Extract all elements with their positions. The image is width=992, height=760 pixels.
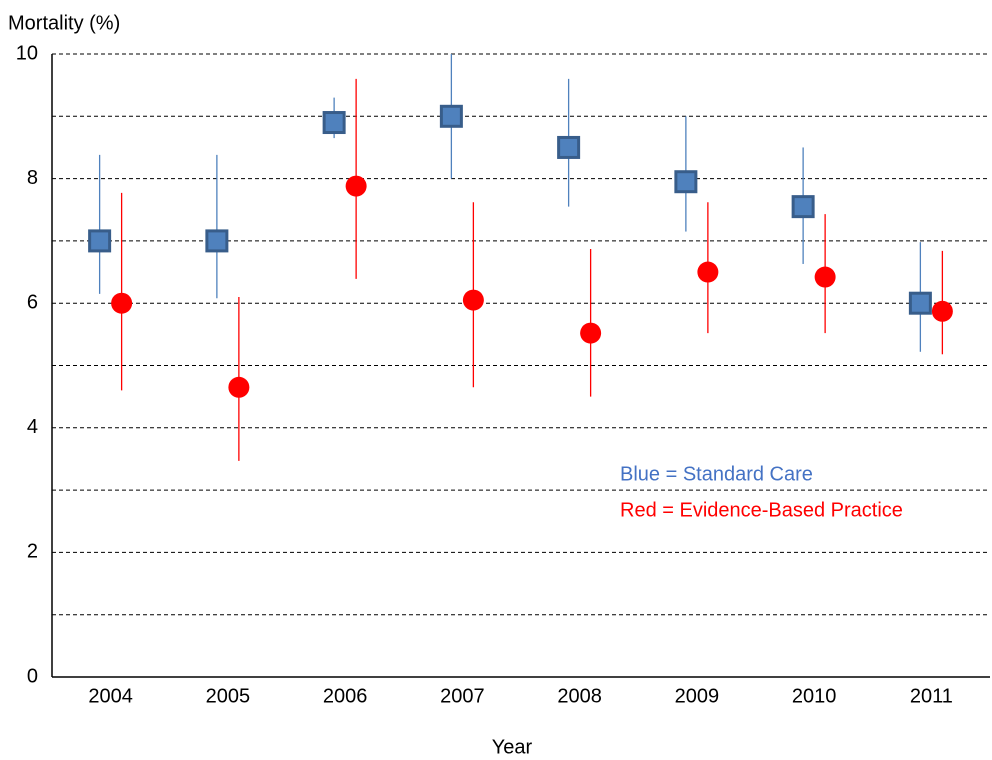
y-tick-label: 10 [16,42,38,64]
marker [88,229,112,253]
marker [557,135,581,159]
marker [205,229,229,253]
x-tick-label: 2004 [88,685,133,707]
marker [462,289,484,311]
x-tick-label: 2008 [557,685,602,707]
x-axis-label: Year [492,736,533,758]
marker [674,170,698,194]
y-axis-label: Mortality (%) [8,12,120,34]
marker [580,322,602,344]
x-tick-label: 2006 [323,685,368,707]
legend-label: Blue = Standard Care [620,463,813,485]
y-tick-label: 2 [27,541,38,563]
y-tick-label: 8 [27,167,38,189]
marker [814,266,836,288]
marker [697,261,719,283]
marker [439,104,463,128]
marker [322,111,346,135]
y-tick-label: 4 [27,416,38,438]
marker [791,195,815,219]
marker [345,175,367,197]
legend-label: Red = Evidence-Based Practice [620,499,903,521]
marker [111,292,133,314]
x-tick-label: 2005 [206,685,251,707]
x-tick-label: 2010 [792,685,837,707]
marker [908,291,932,315]
marker [931,300,953,322]
x-tick-label: 2007 [440,685,485,707]
marker [228,376,250,398]
y-tick-label: 6 [27,291,38,313]
y-tick-label: 0 [27,665,38,687]
x-tick-label: 2011 [910,685,953,707]
x-tick-label: 2009 [675,685,720,707]
